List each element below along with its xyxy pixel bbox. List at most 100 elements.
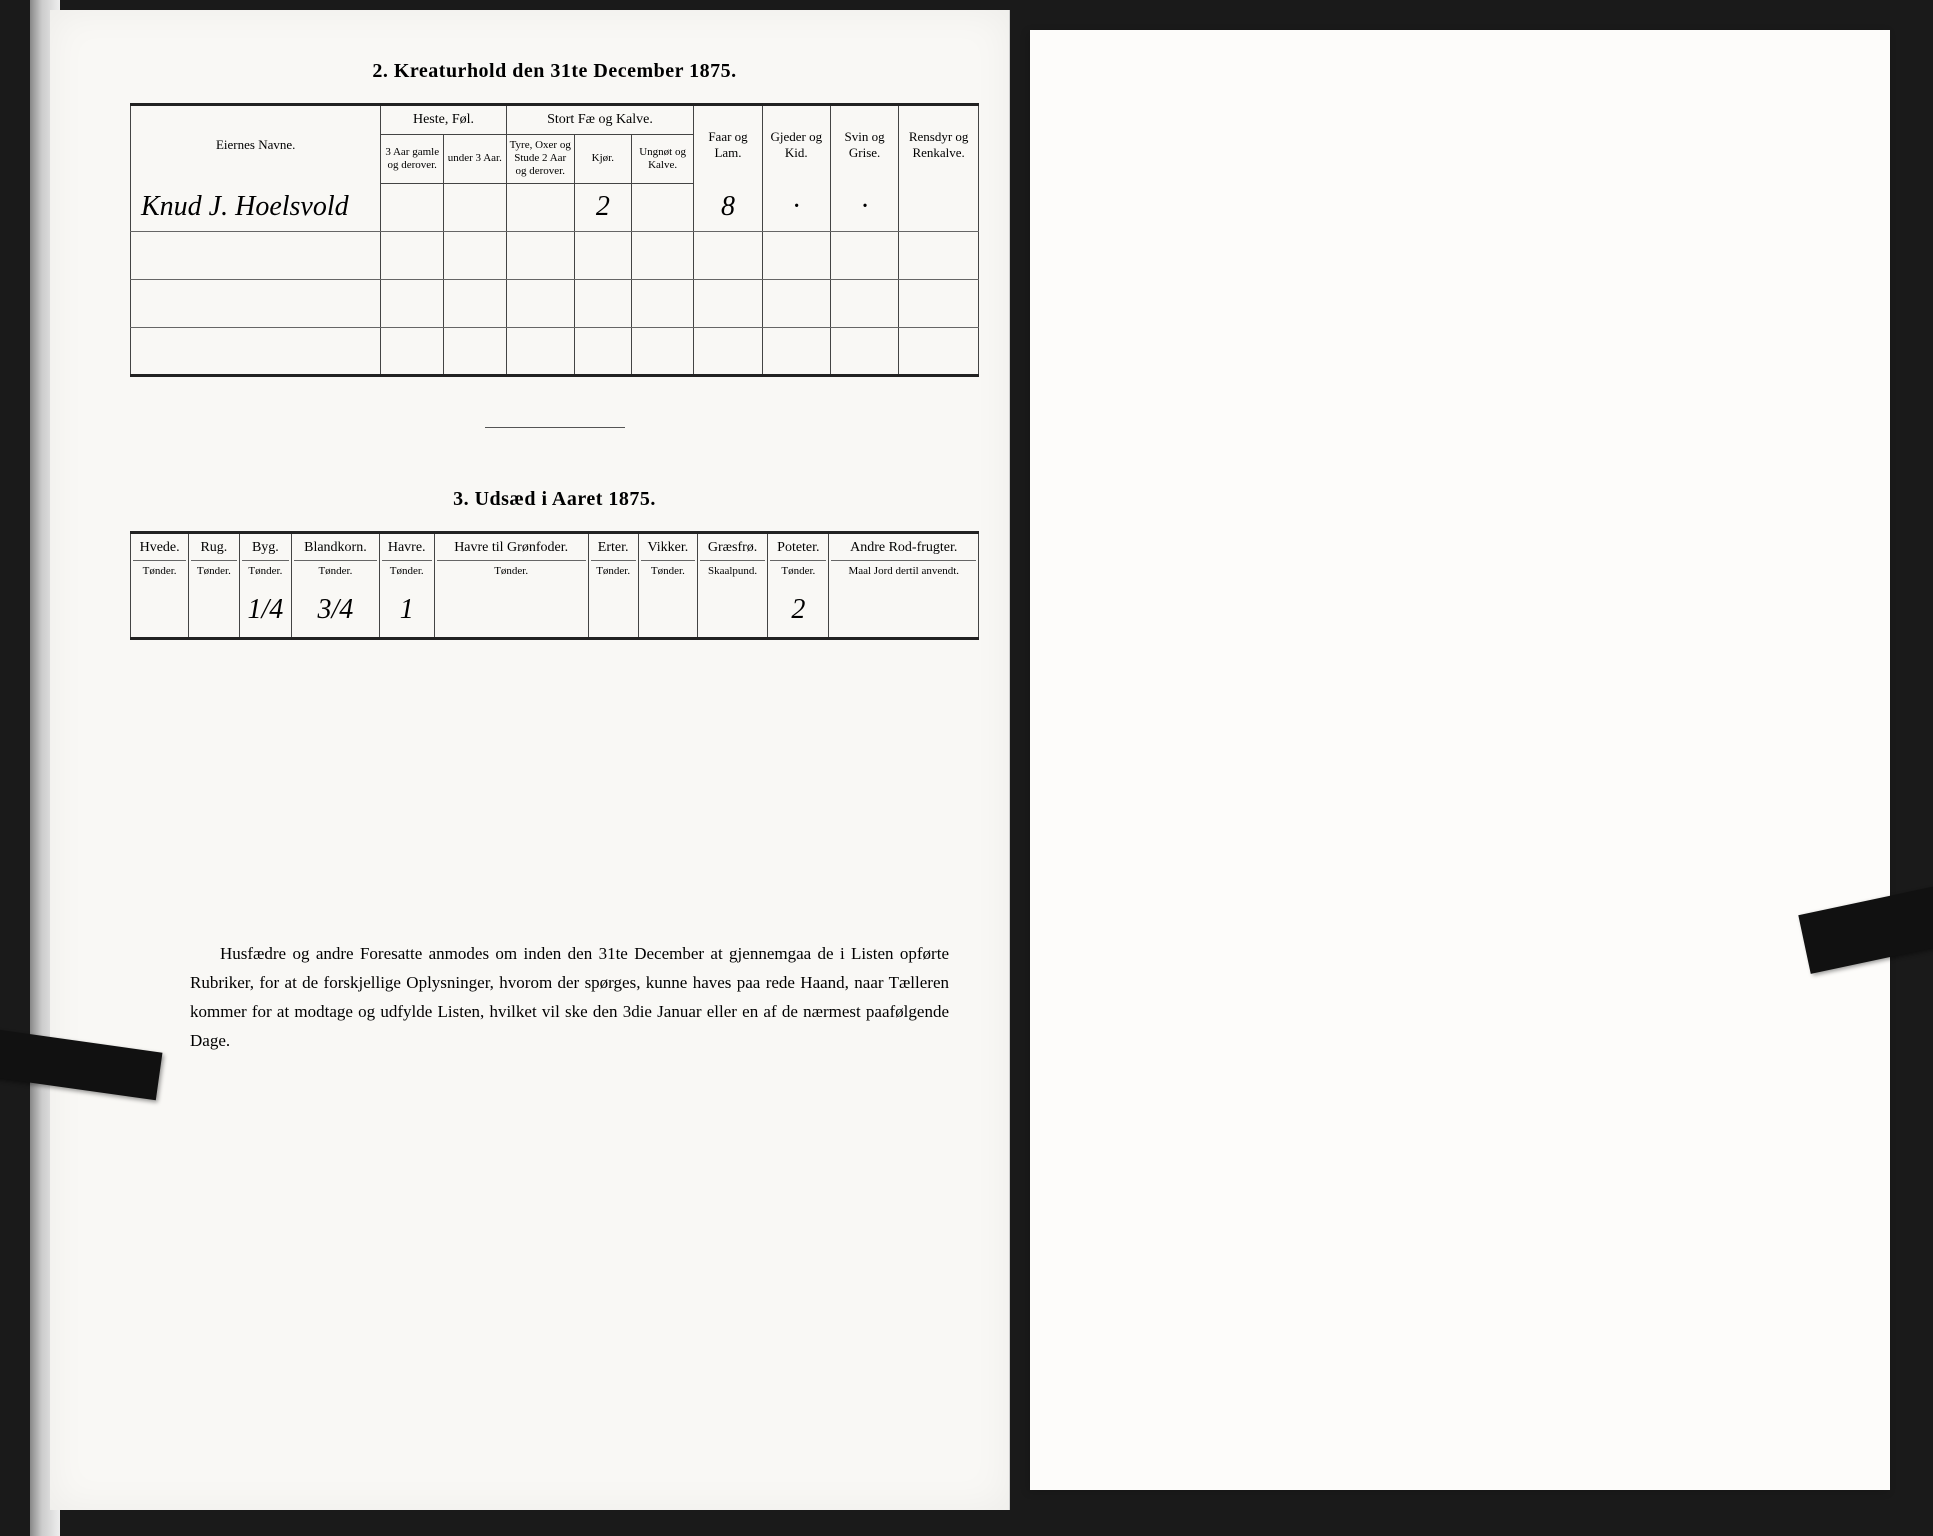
col-havregron: Havre til Grønfoder. Tønder. (434, 532, 588, 583)
cell (697, 583, 767, 639)
cell (638, 583, 697, 639)
livestock-body: Knud J. Hoelsvold 2 8 · · (131, 183, 979, 375)
table-row (131, 327, 979, 375)
h-main: Havre til Grønfoder. (437, 540, 586, 556)
h-unit: Tønder. (437, 560, 586, 577)
h-unit: Tønder. (382, 560, 432, 577)
col-ren: Rensdyr og Renkalve. (899, 105, 979, 184)
col-heste-a: 3 Aar gamle og derover. (381, 135, 444, 184)
cell (574, 231, 631, 279)
col-faar: Faar og Lam. (694, 105, 762, 184)
col-vikker: Vikker. Tønder. (638, 532, 697, 583)
cell (434, 583, 588, 639)
cell-byg: 1/4 (239, 583, 292, 639)
cell (189, 583, 239, 639)
cell (506, 279, 574, 327)
h-main: Byg. (242, 540, 290, 556)
col-rod: Andre Rod-frugter. Maal Jord dertil anven… (829, 532, 979, 583)
cell (830, 231, 898, 279)
col-heste-group: Heste, Føl. (381, 105, 506, 135)
col-stort-a: Tyre, Oxer og Stude 2 Aar og derover. (506, 135, 574, 184)
h-unit: Maal Jord dertil anvendt. (831, 560, 976, 577)
cell-gjeder: · (762, 183, 830, 231)
cell (444, 327, 507, 375)
cell (899, 327, 979, 375)
cell (830, 279, 898, 327)
section3-title: 3. Udsæd i Aaret 1875. (130, 488, 979, 511)
cell (829, 583, 979, 639)
cell-bland: 3/4 (292, 583, 379, 639)
cell (631, 183, 694, 231)
h-unit: Tønder. (191, 560, 236, 577)
cell (694, 231, 762, 279)
cell-svin: · (830, 183, 898, 231)
col-poteter: Poteter.Tønder. (768, 532, 829, 583)
seed-row: 1/4 3/4 1 2 (131, 583, 979, 639)
cell (762, 231, 830, 279)
table-row (131, 231, 979, 279)
h-unit: Tønder. (242, 560, 290, 577)
col-heste-b: under 3 Aar. (444, 135, 507, 184)
h-main: Havre. (382, 540, 432, 556)
cell (899, 183, 979, 231)
h-main: Rug. (191, 540, 236, 556)
col-rug: Rug. Tønder. (189, 532, 239, 583)
h-unit: Tønder. (133, 560, 186, 577)
h-main: Andre Rod-frugter. (831, 540, 976, 556)
cell (506, 183, 574, 231)
h-unit: Tønder. (294, 560, 376, 577)
spacer (130, 650, 979, 940)
col-graes: Græsfrø.Skaalpund. (697, 532, 767, 583)
cell (381, 231, 444, 279)
table-row (131, 279, 979, 327)
h-unit: Tønder. (591, 560, 636, 577)
cell (444, 279, 507, 327)
footer-note: Husfædre og andre Foresatte anmodes om i… (190, 940, 949, 1056)
cell (631, 327, 694, 375)
seed-header-row: Hvede.Tønder. Rug.Tønder. Byg.Tønder. Bl… (131, 532, 979, 583)
col-hvede: Hvede. Tønder. (131, 532, 189, 583)
cell (444, 231, 507, 279)
section2-title: 2. Kreaturhold den 31te December 1875. (130, 60, 979, 83)
divider (485, 427, 625, 428)
table-row: Knud J. Hoelsvold 2 8 · · (131, 183, 979, 231)
cell (762, 327, 830, 375)
h-main: Vikker. (641, 540, 695, 556)
cell (631, 279, 694, 327)
col-stort-group: Stort Fæ og Kalve. (506, 105, 694, 135)
cell (506, 327, 574, 375)
col-gjeder: Gjeder og Kid. (762, 105, 830, 184)
cell (131, 231, 381, 279)
col-havre: Havre. Tønder. (379, 532, 434, 583)
col-name: Eiernes Navne. (131, 105, 381, 184)
cell (762, 279, 830, 327)
col-erter: Erter.Tønder. (588, 532, 638, 583)
cell (506, 231, 574, 279)
cell (574, 327, 631, 375)
cell (444, 183, 507, 231)
cell (899, 231, 979, 279)
cell (631, 231, 694, 279)
cell (381, 183, 444, 231)
left-page: 2. Kreaturhold den 31te December 1875. E… (50, 10, 1010, 1510)
right-page-blank (1030, 30, 1890, 1490)
col-byg: Byg. Tønder. (239, 532, 292, 583)
cell (381, 327, 444, 375)
cell (131, 583, 189, 639)
col-bland: Blandkorn. Tønder. (292, 532, 379, 583)
h-main: Græsfrø. (700, 540, 765, 556)
h-main: Blandkorn. (294, 540, 376, 556)
h-main: Poteter. (770, 540, 826, 556)
cell (830, 327, 898, 375)
col-stort-c: Ungnøt og Kalve. (631, 135, 694, 184)
cell (574, 279, 631, 327)
cell (588, 583, 638, 639)
cell-kjor: 2 (574, 183, 631, 231)
h-main: Hvede. (133, 540, 186, 556)
page-spread: 2. Kreaturhold den 31te December 1875. E… (0, 0, 1933, 1536)
cell (381, 279, 444, 327)
col-svin: Svin og Grise. (830, 105, 898, 184)
cell (131, 279, 381, 327)
cell (694, 279, 762, 327)
h-unit: Tønder. (641, 560, 695, 577)
